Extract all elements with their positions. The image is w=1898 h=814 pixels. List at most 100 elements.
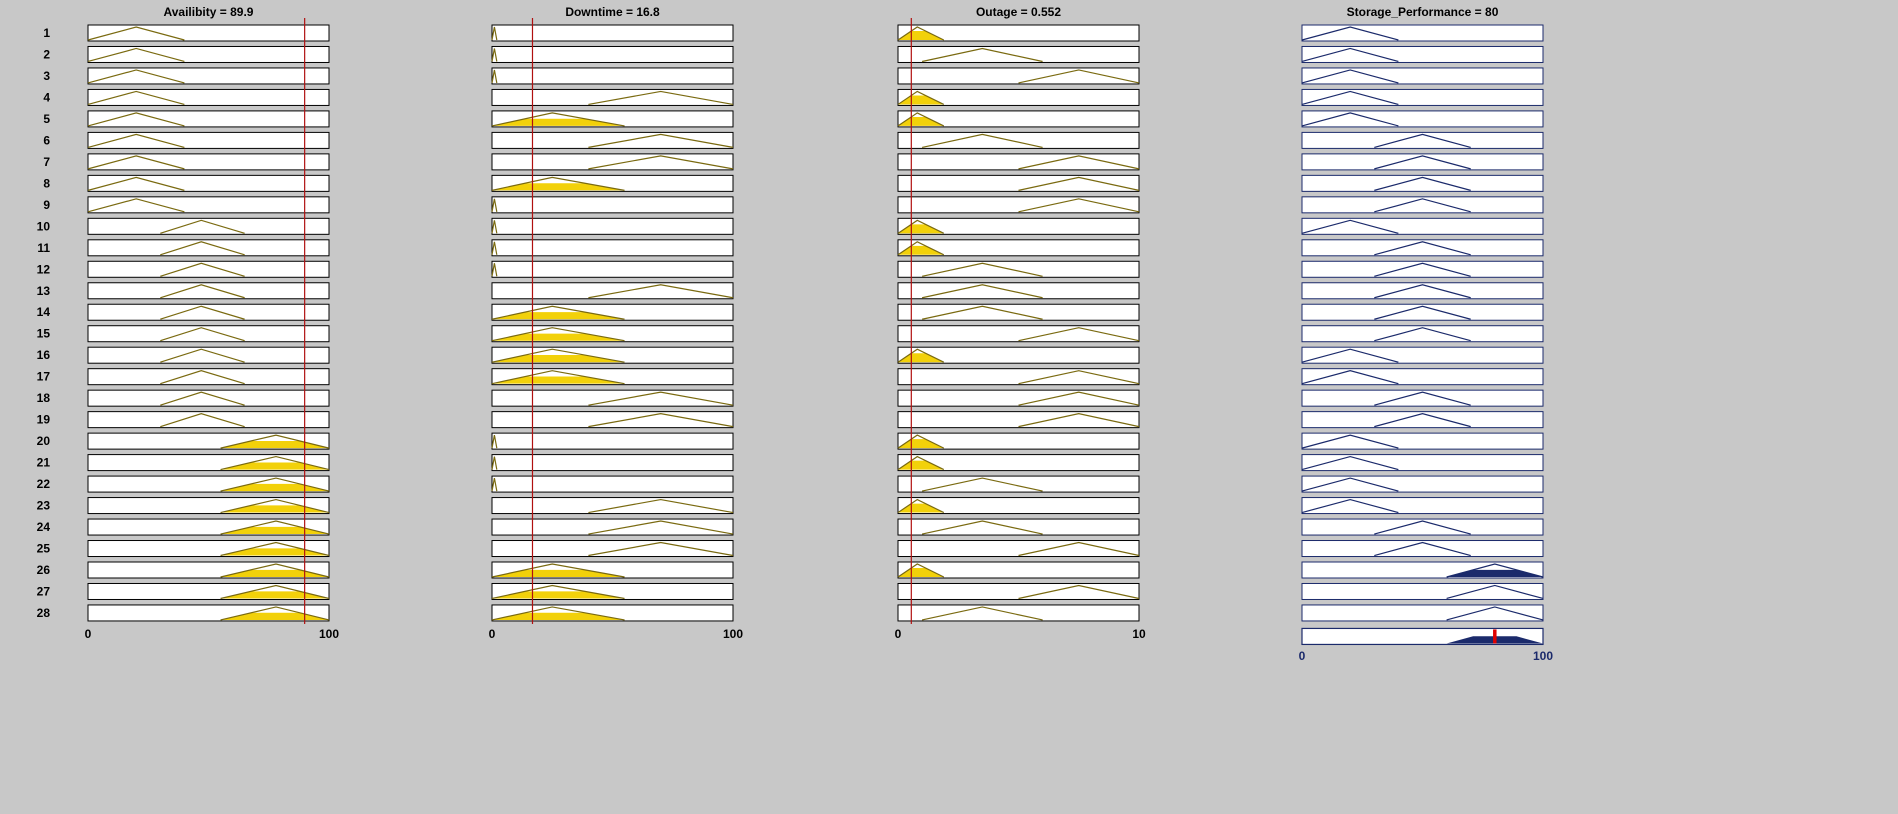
output-panel-storage_performance: Storage_Performance = 80 0 100 — [1299, 5, 1554, 663]
rule-cell — [1301, 454, 1544, 472]
membership-triangle — [897, 498, 945, 514]
rule-cell — [1301, 389, 1544, 407]
rule-number-label: 22 — [37, 477, 51, 491]
membership-triangle — [897, 26, 945, 41]
firing-area — [898, 245, 944, 255]
rule-cell — [1301, 196, 1544, 214]
membership-triangle — [1446, 606, 1544, 621]
membership-triangle — [1446, 584, 1544, 600]
membership-triangle — [1301, 348, 1399, 363]
rule-cell — [491, 67, 734, 85]
firing-area — [898, 116, 944, 126]
membership-triangle — [491, 435, 498, 449]
membership-triangle — [220, 434, 330, 449]
rule-number-label: 15 — [37, 327, 51, 341]
membership-triangle — [1301, 434, 1399, 449]
input-panel-downtime: Downtime = 16.8 0 100 — [489, 5, 744, 641]
membership-triangle — [491, 348, 625, 363]
rule-cell — [897, 239, 1140, 257]
rule-cell — [1301, 67, 1544, 85]
membership-triangle — [588, 391, 734, 406]
membership-triangle — [1018, 541, 1140, 557]
rule-cell — [897, 325, 1140, 343]
rule-cell — [897, 561, 1140, 579]
axis-min-label: 0 — [489, 627, 496, 641]
rule-cell — [87, 282, 330, 300]
membership-triangle — [87, 47, 185, 63]
rule-cell — [1301, 432, 1544, 450]
membership-triangle — [491, 48, 498, 62]
membership-triangle — [921, 47, 1043, 63]
firing-area — [898, 95, 944, 105]
membership-triangle — [87, 90, 185, 106]
membership-triangle — [160, 241, 245, 256]
rule-cell — [897, 582, 1140, 600]
membership-triangle — [491, 198, 498, 212]
membership-triangle — [1018, 198, 1140, 213]
rule-cell — [491, 45, 734, 63]
axis-max-label: 100 — [1533, 649, 1553, 663]
membership-triangle — [1374, 176, 1471, 191]
membership-triangle — [87, 198, 185, 213]
rule-cell — [491, 454, 734, 472]
membership-triangle — [921, 305, 1043, 320]
rule-cell — [491, 217, 734, 235]
rule-cell — [897, 217, 1140, 235]
rule-cell — [897, 346, 1140, 364]
axis-max-label: 100 — [319, 627, 339, 641]
firing-area — [220, 483, 329, 492]
membership-triangle — [1018, 584, 1140, 600]
rule-number-label: 19 — [37, 413, 51, 427]
membership-triangle — [220, 606, 330, 621]
membership-triangle — [87, 155, 185, 170]
rule-cell — [897, 540, 1140, 558]
rule-cell — [897, 88, 1140, 106]
firing-area — [898, 568, 944, 577]
membership-triangle — [1018, 370, 1140, 385]
rule-cell — [1301, 110, 1544, 128]
membership-triangle — [897, 241, 945, 256]
rule-cell — [897, 196, 1140, 214]
rule-cell — [897, 24, 1140, 42]
firing-area — [220, 526, 329, 535]
membership-triangle — [220, 541, 330, 557]
rule-cell — [897, 131, 1140, 149]
membership-triangle — [491, 477, 498, 492]
firing-area — [898, 439, 944, 449]
membership-triangle — [160, 348, 245, 363]
rule-cell — [87, 131, 330, 149]
membership-triangle — [160, 284, 245, 299]
axis-max-label: 10 — [1132, 627, 1146, 641]
membership-triangle — [1301, 477, 1399, 492]
membership-triangle — [491, 112, 625, 127]
membership-triangle — [921, 606, 1043, 621]
membership-triangle — [897, 90, 945, 105]
membership-triangle — [491, 370, 625, 385]
rule-cell — [87, 411, 330, 429]
membership-triangle — [220, 498, 330, 514]
membership-triangle — [87, 69, 185, 84]
rule-cell — [1301, 131, 1544, 149]
membership-triangle — [1301, 455, 1399, 471]
rule-number-label: 14 — [37, 305, 51, 319]
rule-cell — [897, 518, 1140, 536]
membership-triangle — [491, 606, 625, 621]
membership-triangle — [588, 133, 734, 148]
rule-cell — [491, 260, 734, 278]
rule-cell — [897, 153, 1140, 171]
rule-cell — [1301, 604, 1544, 622]
membership-triangle — [921, 133, 1043, 148]
rule-number-label: 11 — [37, 241, 50, 255]
rule-cell — [897, 45, 1140, 63]
rule-number-label: 3 — [43, 69, 50, 83]
rule-number-label: 6 — [43, 133, 50, 147]
rule-number-label: 1 — [43, 26, 50, 40]
rule-cell — [87, 45, 330, 63]
membership-triangle — [491, 26, 498, 41]
firing-area — [220, 612, 329, 620]
firing-area — [898, 224, 944, 234]
membership-triangle — [1374, 327, 1471, 342]
firing-area — [220, 462, 329, 470]
rule-cell — [87, 303, 330, 321]
